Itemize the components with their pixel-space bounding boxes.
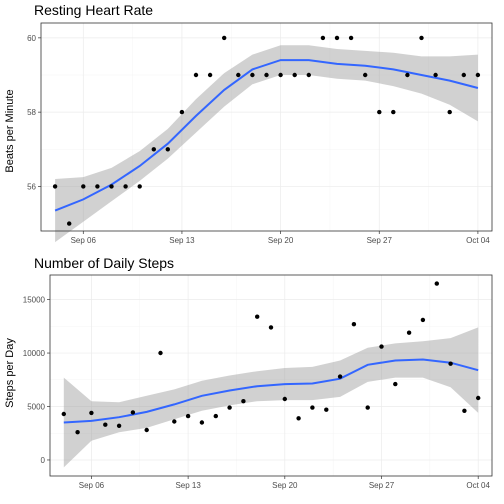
- data-point: [351, 322, 357, 327]
- y-axis: 56 58 60: [27, 34, 41, 191]
- x-tick-label: Sep 27: [367, 236, 393, 245]
- data-point: [461, 72, 466, 78]
- data-point: [324, 407, 329, 412]
- x-axis: Sep 06 Sep 13 Sep 20 Sep 27 Oct 04: [79, 476, 491, 490]
- data-point: [193, 72, 199, 78]
- y-tick-label: 56: [27, 182, 36, 191]
- data-point: [282, 396, 287, 402]
- data-point: [264, 72, 269, 78]
- x-tick-label: Sep 20: [268, 236, 294, 245]
- data-point: [165, 147, 170, 152]
- data-point: [185, 413, 191, 419]
- panel-border: [40, 22, 493, 232]
- data-point: [75, 430, 80, 435]
- x-tick-label: Oct 04: [466, 236, 490, 245]
- y-tick-label: 60: [27, 34, 36, 43]
- data-point: [434, 281, 439, 286]
- y-tick-label: 10000: [23, 349, 46, 358]
- data-point: [158, 350, 163, 356]
- smooth-line: [54, 59, 479, 212]
- data-point: [207, 72, 213, 78]
- data-point: [320, 35, 326, 41]
- data-point: [52, 184, 58, 189]
- data-point: [199, 420, 205, 425]
- data-point: [365, 405, 370, 410]
- data-point: [116, 423, 122, 428]
- data-point: [250, 72, 255, 78]
- data-point: [103, 422, 108, 427]
- data-point: [377, 109, 382, 115]
- y-axis-label: Beats per Minute: [4, 89, 16, 172]
- y-tick-label: 58: [27, 108, 36, 117]
- data-point: [278, 72, 283, 78]
- data-point: [213, 413, 218, 419]
- heart-rate-chart: Resting Heart Rate Beats per Minute 56 58…: [4, 2, 493, 245]
- data-point: [227, 405, 232, 410]
- data-point: [89, 410, 94, 416]
- data-point: [255, 314, 260, 319]
- data-point: [296, 416, 301, 421]
- data-point: [179, 109, 185, 115]
- data-point: [95, 184, 100, 189]
- data-point: [448, 361, 453, 366]
- points-layer: [61, 281, 481, 435]
- x-tick-label: Oct 04: [466, 481, 490, 490]
- x-tick-label: Sep 06: [79, 481, 105, 490]
- y-tick-label: 15000: [23, 296, 46, 305]
- data-point: [241, 399, 246, 404]
- data-point: [337, 374, 343, 379]
- y-tick-label: 0: [41, 456, 46, 465]
- data-point: [268, 325, 274, 330]
- x-tick-label: Sep 13: [169, 236, 195, 245]
- data-point: [406, 330, 412, 335]
- confidence-band: [63, 327, 479, 468]
- data-point: [476, 395, 481, 401]
- data-point: [61, 411, 66, 417]
- daily-steps-chart: Number of Daily Steps Steps per Day 0 500…: [4, 255, 493, 490]
- data-point: [379, 344, 384, 349]
- chart-title: Resting Heart Rate: [34, 2, 153, 18]
- data-point: [144, 427, 149, 433]
- data-point: [419, 35, 424, 41]
- data-point: [391, 109, 396, 115]
- x-tick-label: Sep 06: [71, 236, 97, 245]
- x-axis: Sep 06 Sep 13 Sep 20 Sep 27 Oct 04: [71, 231, 490, 245]
- y-axis: 0 5000 10000 15000: [23, 296, 50, 465]
- data-point: [348, 35, 354, 41]
- x-tick-label: Sep 13: [175, 481, 201, 490]
- data-point: [292, 72, 297, 78]
- data-point: [130, 410, 136, 415]
- data-point: [405, 72, 410, 78]
- data-point: [363, 72, 368, 78]
- data-point: [433, 72, 438, 78]
- data-point: [151, 147, 156, 152]
- data-point: [236, 72, 241, 78]
- data-point: [462, 408, 467, 413]
- grid: [50, 275, 492, 476]
- x-tick-label: Sep 20: [272, 481, 298, 490]
- data-point: [306, 72, 311, 78]
- data-point: [334, 35, 340, 41]
- x-tick-label: Sep 27: [369, 481, 395, 490]
- data-point: [67, 221, 72, 226]
- confidence-band: [55, 45, 478, 243]
- data-point: [420, 317, 426, 323]
- data-point: [393, 381, 398, 387]
- data-point: [310, 405, 315, 410]
- data-point: [81, 184, 86, 189]
- data-point: [123, 184, 128, 189]
- data-point: [222, 35, 227, 41]
- points-layer: [52, 35, 481, 226]
- data-point: [447, 109, 452, 115]
- y-tick-label: 5000: [27, 403, 45, 412]
- y-axis-label: Steps per Day: [4, 338, 16, 408]
- chart-title: Number of Daily Steps: [34, 255, 174, 271]
- panel-border: [49, 274, 493, 477]
- data-point: [172, 419, 177, 424]
- data-point: [137, 184, 142, 189]
- data-point: [109, 184, 114, 189]
- data-point: [475, 72, 481, 78]
